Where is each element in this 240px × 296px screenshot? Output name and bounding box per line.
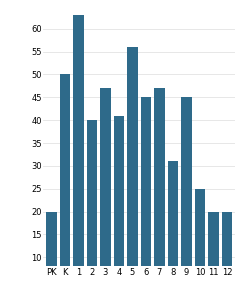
- Bar: [222, 212, 232, 296]
- Bar: [208, 212, 219, 296]
- Bar: [46, 212, 57, 296]
- Bar: [127, 47, 138, 296]
- Bar: [181, 97, 192, 296]
- Bar: [168, 161, 178, 296]
- Bar: [87, 120, 97, 296]
- Bar: [60, 75, 70, 296]
- Bar: [114, 116, 124, 296]
- Bar: [154, 88, 165, 296]
- Bar: [73, 15, 84, 296]
- Bar: [100, 88, 111, 296]
- Bar: [195, 189, 205, 296]
- Bar: [141, 97, 151, 296]
